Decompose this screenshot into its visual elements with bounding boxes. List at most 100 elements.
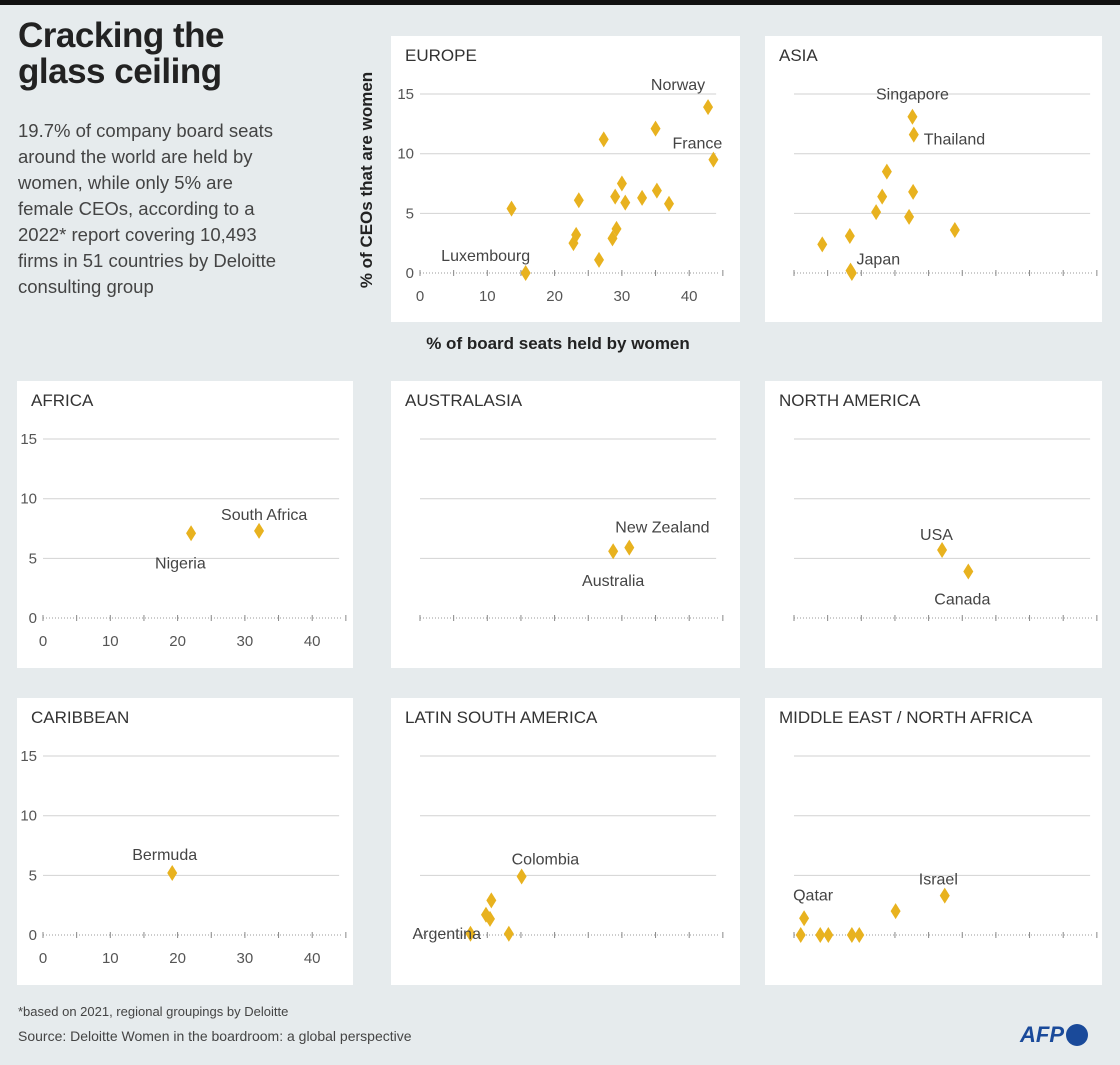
data-point xyxy=(608,543,619,560)
data-point xyxy=(506,200,517,217)
panel-title: MIDDLE EAST / NORTH AFRICA xyxy=(779,708,1033,727)
y-tick-label: 5 xyxy=(29,550,37,567)
data-point xyxy=(624,539,635,556)
y-tick-label: 15 xyxy=(20,748,37,765)
x-axis-title: % of board seats held by women xyxy=(426,334,690,353)
scatter-plot: Israel Qatar xyxy=(793,755,1098,943)
y-tick-label: 10 xyxy=(397,146,414,163)
panel-title: LATIN SOUTH AMERICA xyxy=(405,708,598,727)
y-tick-label: 15 xyxy=(397,86,414,103)
point-label: USA xyxy=(920,527,953,544)
panel-africa: AFRICA 0 10 20 30 40 0 5 10 15 Nigeria South Africa xyxy=(17,381,353,668)
x-tick-label: 30 xyxy=(237,950,254,967)
panel-north-america: NORTH AMERICA USA Canada xyxy=(765,381,1102,668)
data-point xyxy=(871,204,882,221)
point-label: Thailand xyxy=(924,132,985,149)
point-label: Israel xyxy=(919,872,958,889)
x-tick-label: 40 xyxy=(304,950,321,967)
panel-caribbean: CARIBBEAN 0 10 20 30 40 0 5 10 15 Bermuda xyxy=(17,698,353,985)
data-point xyxy=(963,563,974,580)
point-label: Nigeria xyxy=(155,555,206,572)
y-tick-label: 0 xyxy=(29,927,37,944)
x-tick-label: 10 xyxy=(479,288,496,305)
data-point xyxy=(854,927,865,943)
chart-subtitle: 19.7% of company board seats around the … xyxy=(18,120,277,297)
data-point xyxy=(465,925,476,942)
data-point xyxy=(480,906,491,923)
footnote: *based on 2021, regional groupings by De… xyxy=(18,1004,289,1019)
point-label: Bermuda xyxy=(132,847,197,864)
data-point xyxy=(594,251,605,268)
point-label: New Zealand xyxy=(615,520,709,537)
data-point xyxy=(167,864,178,881)
data-point xyxy=(651,182,662,199)
panel-latin-south-america: LATIN SOUTH AMERICA Colombia Argentina xyxy=(391,698,740,985)
data-point xyxy=(939,887,950,904)
logo-dot xyxy=(1066,1024,1088,1046)
scatter-plot: 0 10 20 30 40 0 5 10 15 Bermuda xyxy=(20,748,347,967)
data-point xyxy=(620,194,631,211)
x-tick-label: 30 xyxy=(614,288,631,305)
data-point xyxy=(664,195,675,212)
scatter-plot: Colombia Argentina xyxy=(412,755,724,943)
x-tick-label: 0 xyxy=(416,288,424,305)
data-point xyxy=(254,522,265,539)
panel-title: CARIBBEAN xyxy=(31,708,130,727)
scatter-plot: 0 10 20 30 40 0 5 10 15 Nigeria South Africa xyxy=(20,431,347,650)
y-tick-label: 10 xyxy=(20,491,37,508)
panel-title: NORTH AMERICA xyxy=(779,391,921,410)
y-tick-label: 0 xyxy=(29,610,37,627)
y-tick-label: 15 xyxy=(20,431,37,448)
point-label: Singapore xyxy=(876,87,949,104)
point-label: Argentina xyxy=(412,926,481,943)
x-tick-label: 10 xyxy=(102,633,119,650)
data-point xyxy=(823,927,834,943)
scatter-plot: Australia New Zealand xyxy=(419,438,724,621)
panel-middle-east-north-africa: MIDDLE EAST / NORTH AFRICA Israel Qatar xyxy=(765,698,1102,985)
scatter-plot: USA Canada xyxy=(793,438,1098,621)
data-point xyxy=(611,220,622,237)
data-point xyxy=(516,868,527,885)
x-tick-label: 20 xyxy=(169,633,186,650)
data-point xyxy=(817,236,828,253)
data-point xyxy=(484,910,495,927)
x-tick-label: 30 xyxy=(237,633,254,650)
data-point xyxy=(890,903,901,920)
data-point xyxy=(949,222,960,239)
afp-logo: AFP xyxy=(1020,1022,1088,1048)
data-point xyxy=(846,265,857,281)
data-point xyxy=(703,99,714,116)
panel-europe: EUROPE 0 10 20 30 40 0 5 10 15 Norway France Luxembo… xyxy=(391,36,740,322)
data-point xyxy=(907,108,918,125)
panel-title: ASIA xyxy=(779,46,818,65)
point-label: Qatar xyxy=(793,887,834,904)
data-point xyxy=(937,541,948,558)
data-point xyxy=(799,910,810,927)
data-point xyxy=(503,925,514,942)
data-point xyxy=(708,151,719,168)
point-label: Colombia xyxy=(512,852,580,869)
data-point xyxy=(520,265,531,281)
point-label: Luxembourg xyxy=(441,248,530,265)
point-label: Australia xyxy=(582,573,644,590)
data-point xyxy=(877,188,888,205)
panel-title: EUROPE xyxy=(405,46,477,65)
x-tick-label: 40 xyxy=(681,288,698,305)
data-point xyxy=(637,189,648,206)
chart-title: Cracking the glass ceiling xyxy=(18,16,225,91)
point-label: France xyxy=(673,136,723,153)
data-point xyxy=(908,183,919,200)
data-point xyxy=(908,126,919,143)
data-point xyxy=(844,228,855,245)
x-tick-label: 20 xyxy=(169,950,186,967)
x-tick-label: 10 xyxy=(102,950,119,967)
data-point xyxy=(186,525,197,542)
y-tick-label: 10 xyxy=(20,808,37,825)
data-point xyxy=(573,192,584,209)
y-tick-label: 0 xyxy=(406,265,414,282)
data-point xyxy=(598,131,609,148)
x-tick-label: 40 xyxy=(304,633,321,650)
logo-text: AFP xyxy=(1020,1022,1064,1047)
data-point xyxy=(846,927,857,943)
panel-title: AFRICA xyxy=(31,391,94,410)
